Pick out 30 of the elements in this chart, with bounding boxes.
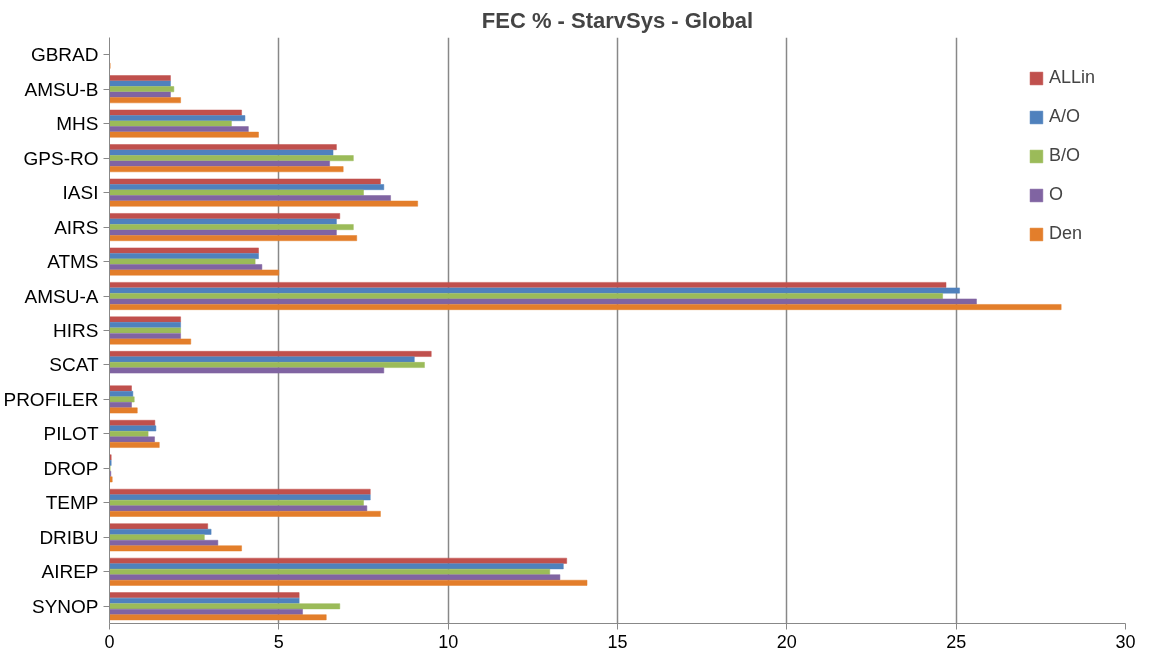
y-tick-label: GBRAD <box>30 44 99 66</box>
y-tick-label: HIRS <box>53 320 99 341</box>
x-tick-label: 5 <box>273 631 284 652</box>
y-tick-label: AMSU-B <box>24 78 99 100</box>
legend-label: Den <box>1048 223 1082 244</box>
x-tick-label: 30 <box>1115 631 1136 652</box>
x-tick-label: 0 <box>104 631 115 652</box>
y-tick-label: PILOT <box>43 423 99 445</box>
y-tick-label: SYNOP <box>31 595 99 617</box>
y-tick-label: AIRS <box>54 216 99 238</box>
legend-label: ALLin <box>1048 67 1095 88</box>
legend-label: O <box>1048 184 1064 205</box>
chart-title: FEC % - StarvSys - Global <box>481 7 754 33</box>
x-tick-label: 25 <box>946 631 967 652</box>
y-tick-label: AMSU-A <box>24 285 99 307</box>
x-tick-label: 15 <box>607 631 628 652</box>
y-tick-label: PROFILER <box>3 388 99 410</box>
y-tick-label: DRIBU <box>39 526 99 548</box>
x-tick-label: 20 <box>776 631 797 652</box>
legend-label: B/O <box>1048 145 1080 166</box>
y-tick-label: DROP <box>43 457 99 479</box>
y-tick-label: TEMP <box>45 492 99 514</box>
y-tick-label: SCAT <box>49 354 99 376</box>
y-tick-label: IASI <box>62 182 99 204</box>
y-tick-label: ATMS <box>47 251 99 273</box>
legend-label: A/O <box>1048 106 1080 127</box>
y-tick-label: AIREP <box>41 561 99 583</box>
x-tick-label: 10 <box>438 631 459 652</box>
y-tick-label: MHS <box>56 113 99 135</box>
y-tick-label: GPS-RO <box>23 147 99 169</box>
